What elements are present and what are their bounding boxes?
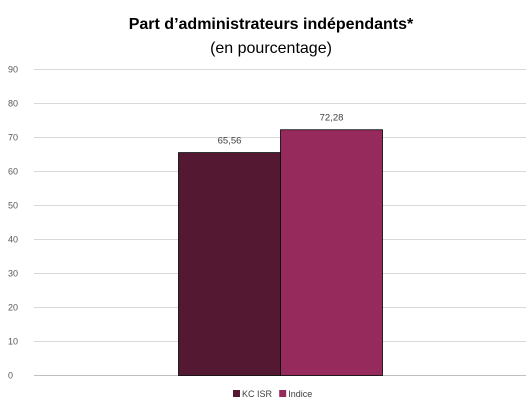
y-tick-label: 30 <box>8 269 18 279</box>
data-label: 72,28 <box>320 113 344 124</box>
y-tick-label: 60 <box>8 167 18 177</box>
y-tick-label: 80 <box>8 99 18 109</box>
y-tick-label: 70 <box>8 133 18 143</box>
legend-label: KC ISR <box>242 389 273 399</box>
data-labels: 65,56 72,28 <box>218 113 344 147</box>
y-tick-label: 0 <box>8 371 13 381</box>
legend-swatch <box>233 390 240 397</box>
legend: KC ISR Indice <box>233 389 312 399</box>
y-tick-label: 40 <box>8 235 18 245</box>
data-label: 65,56 <box>218 136 242 147</box>
y-tick-label: 90 <box>8 65 18 75</box>
y-axis-ticks: 0 10 20 30 40 50 60 70 80 90 <box>8 65 18 381</box>
y-tick-label: 10 <box>8 337 18 347</box>
legend-swatch <box>279 390 287 397</box>
legend-label: Indice <box>288 389 312 399</box>
bar-kc-isr <box>178 152 281 376</box>
y-tick-label: 50 <box>8 201 18 211</box>
y-tick-label: 20 <box>8 303 18 313</box>
chart-subtitle: (en pourcentage) <box>210 40 332 57</box>
bar-indice <box>280 129 383 376</box>
bars <box>178 129 383 376</box>
chart-title: Part d’administrateurs indépendants* <box>129 16 414 33</box>
